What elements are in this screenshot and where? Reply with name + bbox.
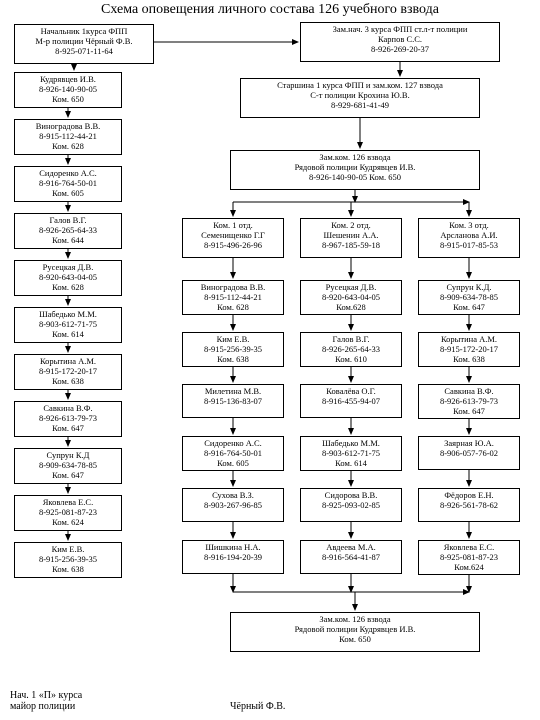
col3-item-0: Супрун К.Д.8-909-634-78-85Ком. 647	[418, 280, 520, 315]
deputy-head: Зам.нач. 3 курса ФПП ст.л-т полицииКарпо…	[300, 22, 500, 62]
col1-item-1: Ким Е.В.8-915-256-39-35Ком. 638	[182, 332, 284, 367]
col1-item-3: Сидоренко А.С.8-916-764-50-01Ком. 605	[182, 436, 284, 471]
footer-left-1: Нач. 1 «П» курса	[10, 690, 82, 701]
col3-item-1: Корытина А.М.8-915-172-20-17Ком. 638	[418, 332, 520, 367]
col3-item-5: Яковлева Е.С.8-925-081-87-23Ком.624	[418, 540, 520, 575]
left-item-7: Савкина В.Ф.8-926-613-79-73Ком. 647	[14, 401, 122, 437]
col2-item-3: Шабедько М.М.8-903-612-71-75Ком. 614	[300, 436, 402, 471]
starshina: Старшина 1 курса ФПП и зам.ком. 127 взво…	[240, 78, 480, 118]
col1-item-2: Милетина М.В.8-915-136-83-07	[182, 384, 284, 418]
left-item-5: Шабедько М.М.8-903-612-71-75Ком. 614	[14, 307, 122, 343]
col1-item-4: Сухова В.З.8-903-267-96-85	[182, 488, 284, 522]
col2-item-4: Сидорова В.В.8-925-093-02-85	[300, 488, 402, 522]
left-item-9: Яковлева Е.С.8-925-081-87-23Ком. 624	[14, 495, 122, 531]
head-course: Начальник 1курса ФППМ-р полиции Чёрный Ф…	[14, 24, 154, 64]
left-item-6: Корытина А.М.8-915-172-20-17Ком. 638	[14, 354, 122, 390]
squad-head-3: Ком. 3 отд.Арсланова А.И.8-915-017-85-53	[418, 218, 520, 258]
col2-item-5: Авдеева М.А.8-916-564-41-87	[300, 540, 402, 574]
left-item-3: Галов В.Г.8-926-265-64-33Ком. 644	[14, 213, 122, 249]
footer-left-2: майор полиции	[10, 701, 75, 712]
bottom-zam: Зам.ком. 126 взводаРядовой полиции Кудря…	[230, 612, 480, 652]
col2-item-0: Русецкая Д.В.8-920-643-04-05Ком.628	[300, 280, 402, 315]
col3-item-3: Заярная Ю.А.8-906-057-76-02	[418, 436, 520, 470]
col3-item-4: Фёдоров Е.Н.8-926-561-78-62	[418, 488, 520, 522]
col1-item-5: Шишкина Н.А.8-916-194-20-39	[182, 540, 284, 574]
col2-item-2: Ковалёва О.Г.8-916-455-94-07	[300, 384, 402, 418]
col1-item-0: Виноградова В.В.8-915-112-44-21Ком. 628	[182, 280, 284, 315]
col2-item-1: Галов В.Г.8-926-265-64-33Ком. 610	[300, 332, 402, 367]
footer-right: Чёрный Ф.В.	[230, 701, 285, 712]
squad-head-1: Ком. 1 отд.Семенищенко Г.Г8-915-496-26-9…	[182, 218, 284, 258]
left-item-0: Кудрявцев И.В.8-926-140-90-05Ком. 650	[14, 72, 122, 108]
left-item-2: Сидоренко А.С.8-916-764-50-01Ком. 605	[14, 166, 122, 202]
left-item-8: Супрун К.Д8-909-634-78-85Ком. 647	[14, 448, 122, 484]
page-title: Схема оповещения личного состава 126 уче…	[0, 2, 540, 18]
zam-126: Зам.ком. 126 взводаРядовой полиции Кудря…	[230, 150, 480, 190]
left-item-10: Ким Е.В.8-915-256-39-35Ком. 638	[14, 542, 122, 578]
col3-item-2: Савкина В.Ф.8-926-613-79-73Ком. 647	[418, 384, 520, 419]
left-item-4: Русецкая Д.В.8-920-643-04-05Ком. 628	[14, 260, 122, 296]
squad-head-2: Ком. 2 отд.Шешенин А.А.8-967-185-59-18	[300, 218, 402, 258]
left-item-1: Виноградова В.В.8-915-112-44-21Ком. 628	[14, 119, 122, 155]
